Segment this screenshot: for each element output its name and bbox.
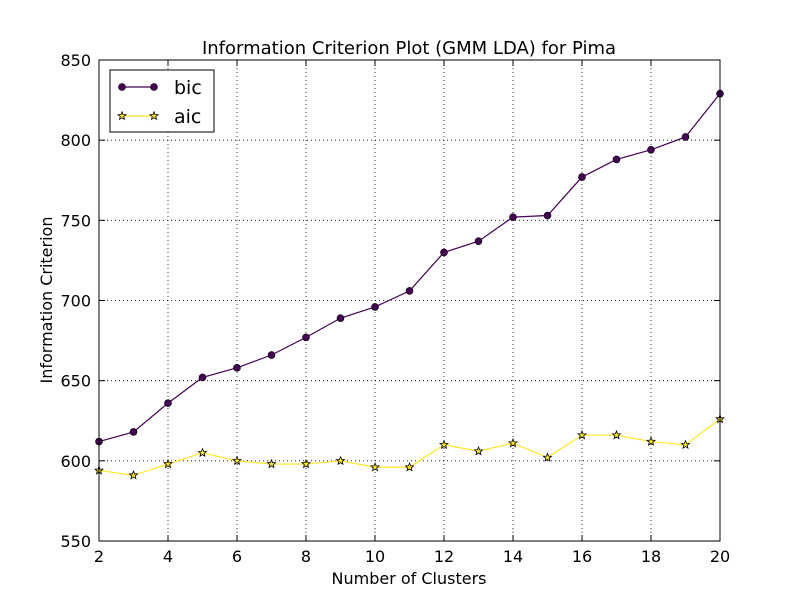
y-tick-label: 850 xyxy=(60,51,91,70)
data-point-aic xyxy=(369,461,381,472)
legend-box xyxy=(109,69,215,133)
data-point-aic xyxy=(335,455,346,466)
data-point-bic xyxy=(440,248,448,257)
data-point-bic xyxy=(474,237,483,245)
data-point-bic xyxy=(509,213,517,221)
data-point-bic xyxy=(267,351,276,359)
data-point-bic xyxy=(647,145,655,154)
data-point-bic xyxy=(612,155,621,164)
y-tick-label: 550 xyxy=(60,532,91,551)
y-tick-label: 650 xyxy=(60,372,91,391)
y-tick-label: 600 xyxy=(60,452,91,471)
data-point-bic xyxy=(164,399,172,407)
data-point-bic xyxy=(371,303,379,311)
legend-marker-aic xyxy=(116,110,128,121)
x-tick-label: 10 xyxy=(365,547,385,566)
x-tick-label: 14 xyxy=(503,547,523,566)
data-point-bic xyxy=(543,211,552,220)
y-tick-label: 700 xyxy=(60,292,91,311)
legend-marker-bic xyxy=(118,83,126,91)
data-point-aic xyxy=(266,458,277,469)
y-tick-label: 800 xyxy=(60,131,91,150)
data-point-aic xyxy=(473,445,484,456)
series-layer xyxy=(93,89,726,480)
data-point-aic xyxy=(162,458,174,469)
x-tick-label: 8 xyxy=(301,547,311,566)
y-axis-label: Information Criterion xyxy=(37,217,56,384)
data-point-aic xyxy=(645,436,657,446)
data-point-aic xyxy=(404,461,415,472)
x-tick-label: 12 xyxy=(434,547,454,566)
data-point-bic xyxy=(233,364,241,372)
data-point-aic xyxy=(507,437,519,448)
data-point-aic xyxy=(438,439,450,450)
data-point-bic xyxy=(405,287,414,295)
data-point-aic xyxy=(680,439,691,450)
data-point-bic xyxy=(198,373,207,382)
data-point-aic xyxy=(542,452,553,462)
legend-label-aic: aic xyxy=(174,106,201,128)
legend: bic aic xyxy=(109,69,215,133)
x-axis-label: Number of Clusters xyxy=(332,569,487,588)
data-point-bic xyxy=(129,428,138,436)
data-point-bic xyxy=(681,133,690,141)
legend-marker-aic xyxy=(148,110,160,121)
data-point-aic xyxy=(300,458,312,469)
data-point-bic xyxy=(336,314,345,322)
chart-title: Information Criterion Plot (GMM LDA) for… xyxy=(202,38,616,59)
data-point-aic xyxy=(576,429,588,440)
x-tick-label: 20 xyxy=(710,547,730,566)
data-point-aic xyxy=(611,429,622,440)
x-tick-label: 2 xyxy=(94,547,104,566)
x-tick-label: 6 xyxy=(232,547,242,566)
x-tick-label: 4 xyxy=(163,547,173,566)
data-point-aic xyxy=(128,469,139,480)
grid-lines xyxy=(99,60,720,541)
x-tick-label: 16 xyxy=(572,547,592,566)
y-tick-label: 750 xyxy=(60,211,91,230)
data-point-aic xyxy=(231,455,243,466)
data-point-aic xyxy=(197,447,208,458)
data-point-bic xyxy=(302,333,310,342)
axis-ticks: 2 4 6 8 10 12 14 16 18 20 550 600 650 700 750 800 850 xyxy=(60,51,730,566)
legend-label-bic: bic xyxy=(174,77,202,99)
data-point-bic xyxy=(578,173,586,181)
x-tick-label: 18 xyxy=(641,547,661,566)
legend-marker-bic xyxy=(150,83,158,91)
